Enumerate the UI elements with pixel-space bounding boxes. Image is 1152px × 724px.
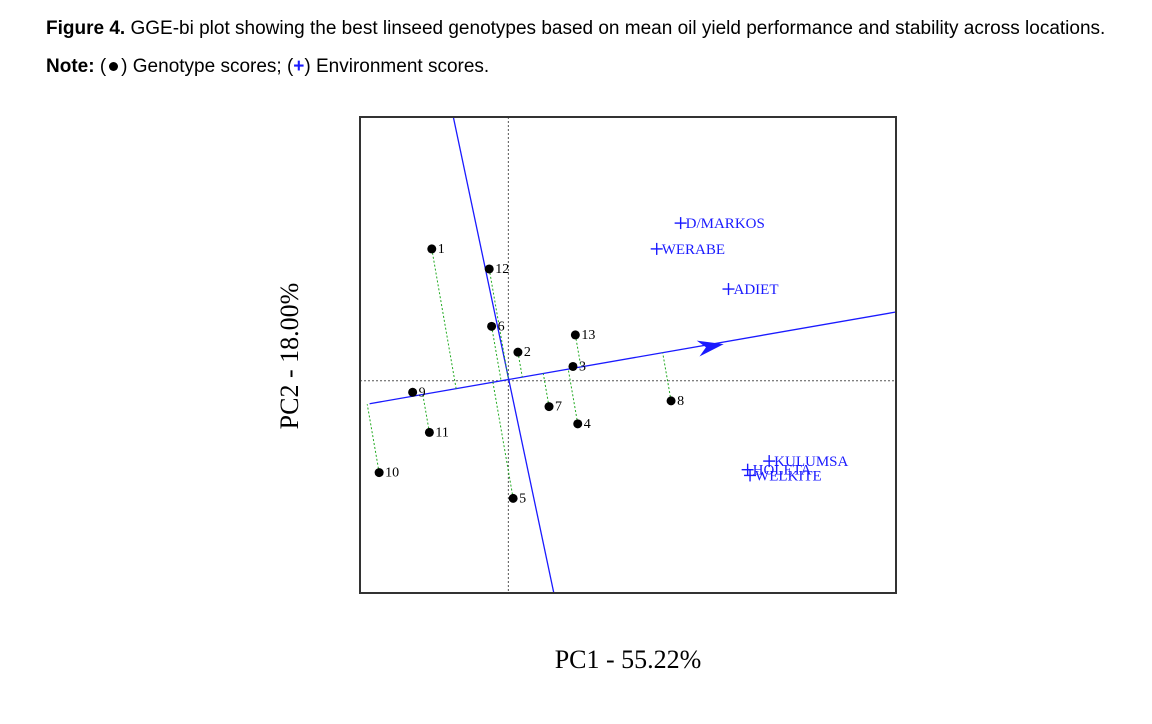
genotype-point (408, 387, 418, 397)
genotype-label: 12 (495, 262, 509, 277)
genotype-projection-line (492, 382, 514, 499)
genotype-point (374, 468, 384, 478)
genotype-point (570, 330, 580, 340)
figure-label: Figure 4. (46, 18, 126, 39)
genotype-legend-text: Genotype scores; (127, 56, 287, 77)
note-label: Note: (46, 56, 95, 77)
environment-label: ADIET (734, 282, 779, 298)
aec-ordinate-line (452, 117, 555, 593)
genotype-label: 11 (435, 425, 448, 440)
environment-legend-text: Environment scores. (310, 56, 490, 77)
genotype-dot-icon (109, 62, 119, 72)
genotype-point (508, 493, 518, 503)
genotype-label: 9 (419, 385, 426, 400)
genotype-point (513, 347, 523, 357)
genotype-label: 5 (519, 491, 526, 506)
environment-label: D/MARKOS (686, 216, 765, 232)
figure-caption: Figure 4. GGE-bi plot showing the best l… (46, 18, 1106, 77)
genotype-point (666, 396, 676, 406)
genotype-label: 10 (385, 466, 399, 481)
environment-label: KULUMSA (774, 454, 848, 470)
aec-abscissa-line (369, 311, 896, 405)
genotype-label: 3 (579, 359, 586, 374)
genotype-point (568, 361, 578, 371)
genotype-projection-line (491, 326, 502, 381)
genotype-projection-line (431, 248, 457, 389)
caption-text: GGE-bi plot showing the best linseed gen… (125, 18, 1106, 39)
genotype-label: 6 (498, 319, 505, 334)
genotype-point (427, 244, 437, 254)
genotype-point (484, 264, 494, 274)
genotype-projection-line (366, 404, 380, 473)
genotype-projection-line (662, 352, 672, 401)
genotype-point (487, 321, 497, 331)
environment-plus-icon: + (293, 56, 305, 77)
genotype-label: 8 (677, 394, 684, 409)
environment-label: WERABE (662, 242, 725, 258)
aec-arrow-icon (696, 340, 724, 357)
genotype-projection-line (574, 334, 582, 367)
genotype-label: 1 (438, 242, 445, 257)
genotype-label: 13 (581, 328, 595, 343)
genotype-projection-line (422, 394, 430, 433)
genotype-point (573, 419, 583, 429)
y-axis-label: PC2 - 18.00% (275, 282, 304, 430)
x-axis-label: PC1 - 55.22% (554, 645, 702, 674)
genotype-label: 7 (555, 400, 562, 415)
genotype-point (544, 402, 554, 412)
genotype-point (424, 427, 434, 437)
genotype-projection-line (567, 369, 579, 424)
genotype-projection-line (542, 373, 550, 407)
environment-label: HOLETA (753, 463, 812, 479)
genotype-label: 4 (584, 417, 591, 432)
genotype-projection-line (488, 268, 509, 380)
genotype-label: 2 (524, 345, 531, 360)
environment-label: WELKITE (755, 468, 822, 484)
plot-frame (359, 116, 897, 594)
